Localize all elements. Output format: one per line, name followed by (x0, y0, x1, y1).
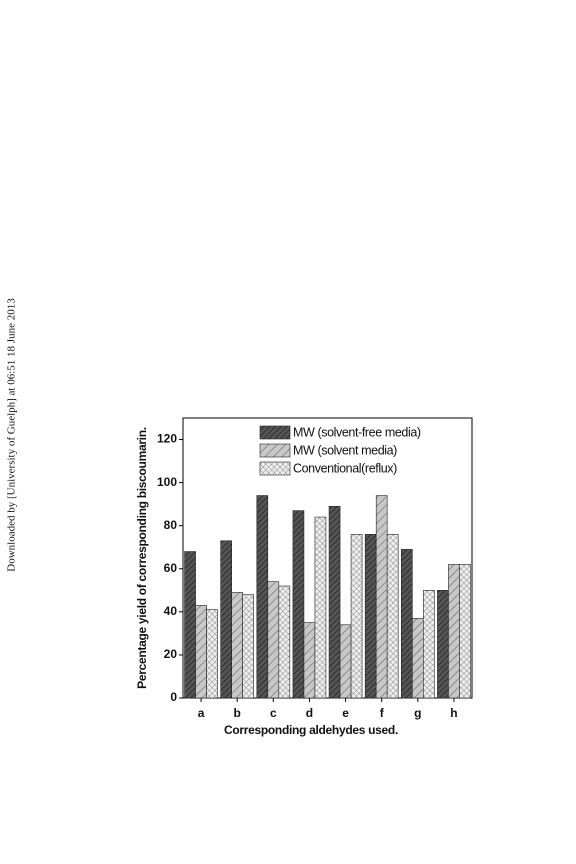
x-tick-label: g (414, 706, 421, 720)
bar (364, 534, 377, 699)
bar (314, 516, 327, 699)
x-tick-label: f (380, 706, 385, 720)
bar (375, 495, 388, 699)
bar (448, 564, 460, 699)
bar (350, 534, 363, 699)
bar (412, 618, 424, 699)
legend-label: MW (solvent media) (293, 443, 397, 457)
bar (303, 622, 316, 699)
y-tick-label: 120 (157, 432, 177, 446)
bar (184, 551, 196, 699)
bar (195, 605, 207, 699)
y-tick-label: 40 (164, 604, 178, 618)
x-tick-label: b (234, 706, 241, 720)
bar (206, 609, 218, 699)
legend-label: Conventional(reflux) (293, 461, 397, 475)
plot-frame (182, 417, 473, 699)
bar (423, 590, 435, 699)
legend-swatch (259, 443, 291, 458)
watermark: Downloaded by [University of Guelph] at … (6, 298, 18, 572)
bar (231, 592, 243, 699)
x-tick-label: h (450, 706, 457, 720)
legend-label: MW (solvent-free media) (293, 425, 421, 439)
x-tick-label: d (306, 706, 313, 720)
x-tick-label: a (198, 706, 205, 720)
x-axis-label: Corresponding aldehydes used. (224, 723, 398, 737)
y-tick-label: 80 (164, 518, 178, 532)
bar (256, 495, 269, 699)
bar (339, 624, 352, 699)
y-tick-label: 0 (170, 690, 177, 704)
bar (386, 534, 399, 699)
y-tick-label: 100 (157, 475, 177, 489)
x-tick-label: e (342, 706, 349, 720)
bar (401, 549, 413, 699)
x-tick-label: c (270, 706, 277, 720)
y-axis-label: Percentage yield of corresponding biscou… (135, 427, 149, 689)
bar (459, 564, 471, 699)
bar (328, 506, 341, 699)
legend-swatch (259, 461, 291, 476)
bar (437, 590, 449, 699)
legend-swatch (259, 425, 291, 440)
y-tick-label: 60 (164, 561, 178, 575)
bar (242, 594, 254, 699)
y-tick-label: 20 (164, 647, 178, 661)
bar (267, 581, 280, 699)
bar (292, 510, 305, 699)
bar (220, 540, 232, 699)
bar (278, 585, 291, 699)
